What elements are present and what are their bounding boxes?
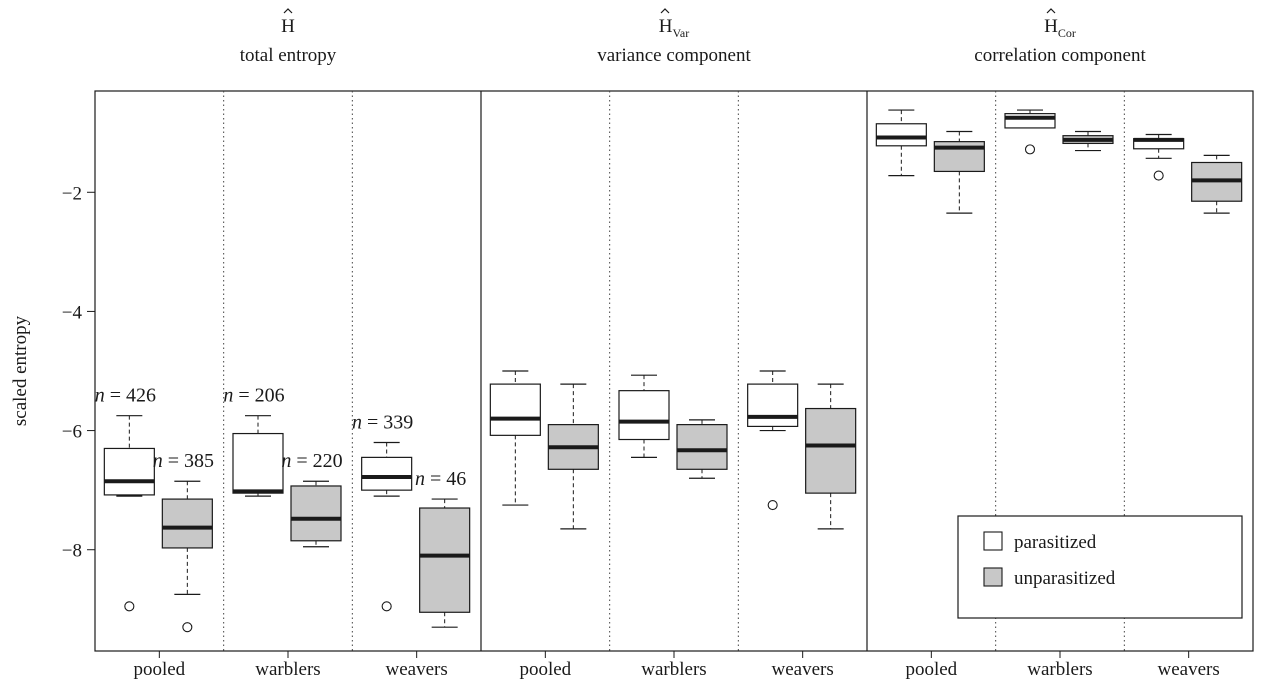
box-unparasitized (676, 419, 728, 479)
y-tick-label: −6 (62, 422, 82, 443)
panel-subtitle: total entropy (240, 45, 337, 66)
box-parasitized (1133, 133, 1185, 181)
n-label: n = 426 (95, 385, 156, 407)
x-tick-label: warblers (641, 659, 706, 680)
box-unparasitized: n = 220 (281, 450, 343, 548)
hat-icon (660, 8, 670, 14)
outlier-point (182, 622, 193, 633)
box-unparasitized: n = 385 (153, 450, 214, 633)
legend-swatch (983, 567, 1003, 587)
box-iqr (161, 498, 213, 549)
n-value: = 385 (163, 450, 214, 472)
legend-swatch (983, 531, 1003, 551)
n-label: n = 46 (415, 468, 466, 490)
x-tick-label: pooled (905, 659, 957, 680)
n-value: = 206 (233, 385, 284, 407)
outlier-point (381, 601, 392, 612)
panel-header: HCor correlation component (974, 8, 1146, 66)
box-iqr (875, 123, 927, 147)
panel-symbol: H (281, 16, 295, 37)
n-symbol: n (352, 411, 362, 433)
x-tick-label: warblers (255, 659, 320, 680)
box-iqr (489, 383, 541, 436)
panel-symbol: HCor (1044, 16, 1076, 40)
panel-symbol-subscript: Cor (1058, 26, 1076, 40)
y-tick-label: −8 (62, 541, 82, 562)
legend-box (957, 515, 1243, 619)
panel-subtitle: correlation component (974, 45, 1146, 66)
legend-label: parasitized (1014, 532, 1097, 553)
panel-symbol-letter: H (281, 16, 295, 37)
box-iqr (361, 456, 413, 491)
n-label: n = 339 (352, 411, 413, 433)
box-iqr (232, 432, 284, 494)
box-iqr (676, 424, 728, 470)
y-tick-label: −4 (62, 302, 83, 323)
box-unparasitized: n = 46 (415, 468, 471, 628)
box-parasitized: n = 206 (223, 385, 285, 497)
panel-symbol-subscript: Var (673, 26, 690, 40)
x-tick-label: weavers (772, 659, 834, 680)
n-label: n = 206 (223, 385, 284, 407)
n-symbol: n (153, 450, 163, 472)
x-tick-label: weavers (386, 659, 448, 680)
n-label: n = 385 (153, 450, 214, 472)
n-symbol: n (223, 385, 233, 407)
hat-icon (1046, 8, 1056, 14)
panel-symbol: HVar (659, 16, 689, 40)
x-tick-label: warblers (1027, 659, 1092, 680)
box-parasitized: n = 426 (95, 385, 156, 612)
box-parasitized (489, 370, 541, 506)
box-parasitized (875, 109, 927, 177)
box-unparasitized (933, 130, 985, 214)
box-iqr (618, 390, 670, 441)
n-value: = 426 (105, 385, 156, 407)
box-unparasitized (805, 383, 857, 530)
panel-subtitle: variance component (597, 45, 751, 66)
axes: pooled warblers weavers pooled warblers weave… (10, 183, 1220, 680)
box-iqr (1004, 113, 1056, 129)
panel-symbol-letter: H (659, 16, 673, 37)
box-parasitized: n = 339 (352, 411, 413, 612)
panel-header: HVar variance component (597, 8, 751, 66)
outlier-point (1024, 144, 1036, 155)
box-unparasitized (1062, 130, 1114, 152)
n-label: n = 220 (281, 450, 342, 472)
box-parasitized (618, 374, 670, 458)
outlier-point (767, 499, 778, 511)
n-symbol: n (95, 385, 105, 407)
x-tick-label: pooled (133, 659, 185, 680)
legend: parasitized unparasitized (957, 515, 1243, 619)
box-iqr (290, 485, 342, 542)
n-symbol: n (281, 450, 291, 472)
outlier-point (124, 601, 135, 612)
box-iqr (419, 507, 471, 613)
n-symbol: n (415, 468, 425, 490)
panel-symbol-letter: H (1044, 16, 1058, 37)
box-unparasitized (1191, 154, 1243, 214)
n-value: = 220 (291, 450, 342, 472)
y-tick-label: −2 (62, 183, 82, 204)
x-tick-label: weavers (1158, 659, 1220, 680)
hat-icon (283, 8, 293, 14)
n-value: = 339 (362, 411, 413, 433)
box-iqr (103, 447, 155, 496)
n-value: = 46 (425, 468, 466, 490)
y-axis-label: scaled entropy (10, 315, 31, 426)
outlier-point (1153, 170, 1164, 181)
box-parasitized (1004, 109, 1056, 155)
box-unparasitized (547, 383, 599, 530)
x-tick-label: pooled (519, 659, 571, 680)
box-iqr (805, 407, 857, 494)
box-parasitized (747, 370, 799, 511)
legend-label: unparasitized (1014, 568, 1116, 589)
box-iqr (747, 383, 799, 428)
